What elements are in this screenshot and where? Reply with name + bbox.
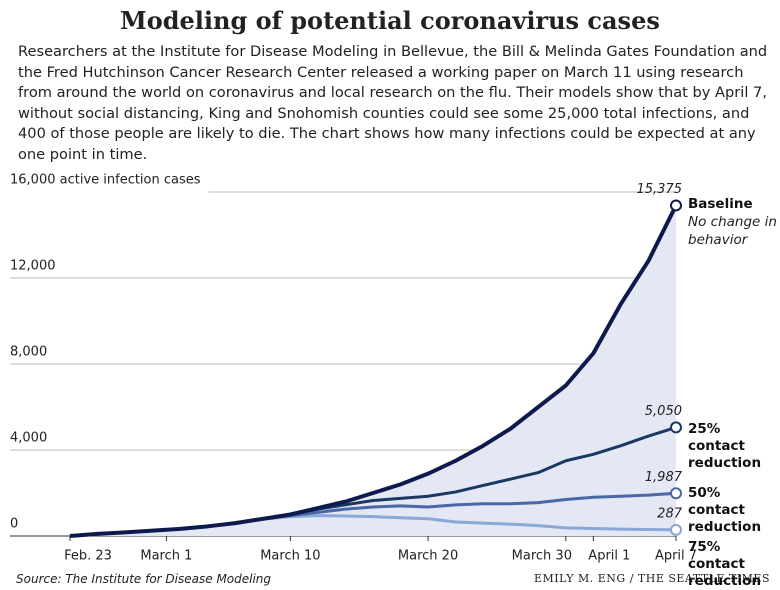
x-tick-label: April 1 <box>588 549 630 564</box>
end-point <box>670 199 682 212</box>
credit: Emily M. Eng / The Seattle Times <box>534 572 770 585</box>
value-label: 287 <box>657 506 683 521</box>
x-tick-label: March 20 <box>398 549 458 564</box>
y-tick-label: 4,000 <box>10 431 47 446</box>
end-point <box>670 523 682 536</box>
area-fill <box>70 205 676 536</box>
y-tick-label: 12,000 <box>10 259 56 274</box>
y-tick-label: 8,000 <box>10 345 47 360</box>
legend-label: 25% contact reduction <box>688 421 762 471</box>
legend-label: Baseline <box>688 196 753 212</box>
legend-label: 75% contact reduction <box>688 539 762 589</box>
end-point <box>670 487 682 500</box>
value-label: 1,987 <box>645 470 683 485</box>
chart-subtitle: Researchers at the Institute for Disease… <box>18 43 768 163</box>
x-tick-label: March 10 <box>260 549 320 564</box>
x-tick-label: March 1 <box>140 549 192 564</box>
y-tick-label: 16,000 active infection cases <box>10 173 201 188</box>
end-point <box>670 421 682 434</box>
x-tick-label: Feb. 23 <box>64 549 112 564</box>
value-label: 5,050 <box>645 404 682 419</box>
x-tick-label: March 30 <box>512 549 572 564</box>
chart-title: Modeling of potential coronavirus cases <box>120 6 660 35</box>
series-line <box>69 204 678 538</box>
legend-note: No change in behavior <box>688 214 777 248</box>
value-label: 15,375 <box>637 182 683 197</box>
x-tick-label: April 7 <box>655 549 697 564</box>
legend-label: 50% contact reduction <box>688 485 762 535</box>
y-tick-label: 0 <box>10 517 18 532</box>
source: Source: The Institute for Disease Modeli… <box>16 572 272 586</box>
